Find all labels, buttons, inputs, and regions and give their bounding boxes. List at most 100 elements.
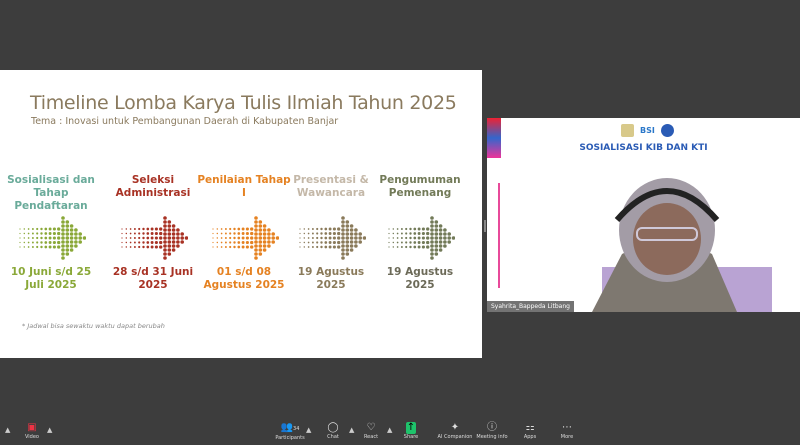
step-label: Penilaian Tahap I: [197, 174, 291, 199]
apps-button[interactable]: ⚏ Apps: [512, 422, 548, 440]
arrow-dot: [451, 236, 455, 240]
arrow-dot: [417, 227, 421, 231]
arrow-dot: [241, 227, 245, 231]
arrow-dot: [19, 228, 21, 230]
arrow-dot: [392, 237, 395, 239]
chat-button[interactable]: ◯ Chat: [315, 422, 351, 440]
arrow-dot: [271, 236, 275, 240]
arrow-dot: [36, 232, 39, 235]
arrow-dot: [150, 245, 154, 249]
arrow-dot: [258, 228, 263, 232]
arrow-dot: [392, 246, 395, 248]
arrow-dot: [262, 232, 267, 236]
arrow-dot: [138, 227, 141, 231]
arrow-dot: [254, 248, 258, 252]
meeting-info-button[interactable]: ⓘ Meeting info: [474, 422, 510, 440]
arrow-dot: [40, 236, 43, 240]
ai-companion-button[interactable]: ✦ AI Companion: [437, 422, 473, 440]
arrow-dot: [167, 240, 172, 244]
dotted-arrow-icon: [121, 216, 188, 260]
arrow-dot: [271, 240, 275, 244]
arrow-dot: [78, 240, 82, 244]
arrow-dot: [358, 240, 362, 244]
arrow-dot: [48, 236, 52, 240]
arrow-dot: [388, 237, 390, 239]
chevron-up-icon[interactable]: ▲: [5, 426, 11, 434]
arrow-dot: [299, 241, 301, 244]
chevron-up-icon[interactable]: ▲: [349, 426, 355, 434]
arrow-dot: [129, 228, 132, 230]
arrow-dot: [154, 231, 158, 236]
arrow-dot: [125, 232, 128, 235]
arrow-dot: [267, 240, 271, 244]
arrow-dot: [245, 236, 249, 240]
share-button[interactable]: ↑ Share: [393, 422, 429, 440]
arrow-dot: [413, 227, 417, 231]
arrow-dot: [417, 245, 421, 249]
arrow-dot: [358, 236, 362, 240]
more-button[interactable]: ⋯ More: [549, 422, 585, 440]
chevron-up-icon[interactable]: ▲: [47, 426, 53, 434]
participant-video: [592, 178, 772, 312]
arrow-dot: [430, 244, 434, 248]
participants-button[interactable]: 👥34 Participants: [272, 422, 308, 441]
arrow-dot: [31, 237, 34, 239]
arrow-dot: [434, 244, 439, 248]
button-label: Participants: [275, 435, 305, 441]
arrow-dot: [245, 231, 249, 236]
chevron-up-icon[interactable]: ▲: [387, 426, 393, 434]
arrow-dot: [69, 224, 74, 228]
decorative-line: [498, 183, 500, 288]
arrow-dot: [316, 241, 319, 244]
arrow-dot: [434, 224, 439, 228]
meeting-toolbar: ▲ ▣ Video ▲ 👥34 Participants ▲ ◯ Chat ▲ ♡ React…: [0, 418, 800, 445]
arrow-dot: [159, 236, 163, 240]
arrow-dot: [138, 245, 141, 249]
arrow-dot: [262, 228, 267, 232]
arrow-dot: [250, 245, 254, 249]
arrow-dot: [267, 232, 271, 236]
arrow-dot: [250, 236, 254, 240]
arrow-dot: [349, 244, 354, 248]
arrow-dot: [447, 236, 451, 240]
sponsor-logos: BSI: [621, 124, 674, 137]
arrow-dot: [163, 240, 167, 244]
arrow-dot: [44, 227, 48, 231]
arrow-dot: [405, 245, 408, 249]
arrow-dot: [443, 244, 447, 248]
arrow-dot: [388, 228, 390, 230]
arrow-dot: [52, 231, 56, 236]
arrow-dot: [52, 227, 56, 231]
arrow-dot: [421, 236, 425, 240]
arrow-dot: [27, 232, 30, 235]
arrow-dot: [345, 236, 350, 240]
arrow-dot: [328, 245, 332, 249]
arrow-dot: [345, 232, 350, 236]
arrow-dot: [57, 227, 61, 231]
arrow-dot: [163, 244, 167, 248]
arrow-dot: [262, 248, 267, 252]
react-button[interactable]: ♡ React: [353, 422, 389, 440]
participant-video-tile[interactable]: BSI SOSIALISASI KIB DAN KTI Syahrita_Bap…: [487, 118, 800, 312]
arrow-dot: [262, 236, 267, 240]
arrow-dot: [426, 227, 430, 231]
arrow-dot: [392, 241, 395, 244]
arrow-dot: [438, 236, 443, 240]
arrow-dot: [146, 241, 150, 244]
resize-handle[interactable]: [484, 220, 486, 232]
arrow-dot: [320, 232, 323, 235]
arrow-dot: [354, 240, 358, 244]
arrow-dot: [176, 240, 180, 244]
arrow-dot: [430, 220, 434, 224]
arrow-dot: [237, 227, 241, 231]
chevron-up-icon[interactable]: ▲: [306, 426, 312, 434]
arrow-dot: [254, 252, 258, 256]
arrow-dot: [216, 246, 219, 248]
arrow-dot: [121, 232, 123, 235]
video-button[interactable]: ▣ Video: [14, 422, 50, 440]
arrow-dot: [61, 248, 65, 252]
arrow-dot: [176, 244, 180, 248]
arrow-dot: [316, 245, 319, 249]
arrow-dot: [258, 240, 263, 244]
arrow-dot: [65, 220, 70, 224]
